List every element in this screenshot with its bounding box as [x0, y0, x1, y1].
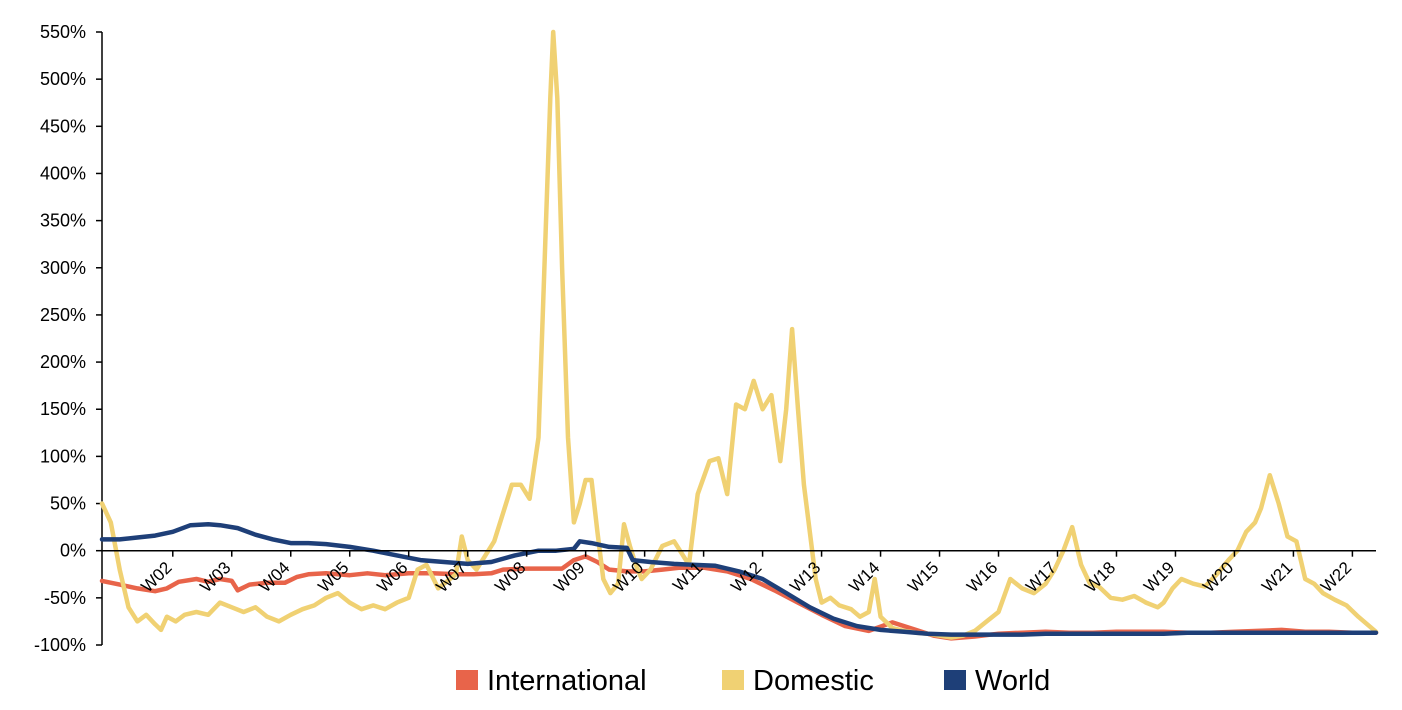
x-tick-label: W04	[255, 558, 293, 596]
y-tick-label: 50%	[50, 494, 86, 514]
y-tick-label: -100%	[34, 635, 86, 655]
legend-swatch-international	[456, 670, 478, 690]
x-axis: W02 W03 W04 W05 W06 W07 W08 W09 W10 W11 W12 W13 W14 W…	[102, 549, 1376, 596]
x-tick-label: W12	[727, 558, 765, 596]
y-tick-label: 550%	[40, 22, 86, 42]
y-axis: -100% -50% 0% 50% 100% 150% 200% 250% 300% 350% 40…	[34, 22, 103, 655]
y-tick-label: 150%	[40, 399, 86, 419]
x-tick-label: W18	[1081, 558, 1119, 596]
y-tick-label: 350%	[40, 211, 86, 231]
legend-swatch-world	[944, 670, 966, 690]
y-tick-label: -50%	[44, 588, 86, 608]
plot-area	[99, 29, 1379, 641]
series-line-domestic	[99, 29, 1379, 640]
y-tick-label: 0%	[60, 541, 86, 561]
legend-label-international: International	[487, 665, 647, 697]
y-tick-label: 100%	[40, 446, 86, 466]
y-tick-label: 300%	[40, 258, 86, 278]
x-tick-label: W15	[904, 558, 942, 596]
y-tick-label: 450%	[40, 116, 86, 136]
legend: International Domestic World	[456, 665, 1050, 697]
x-tick-label: W05	[314, 558, 352, 596]
y-tick-label: 400%	[40, 163, 86, 183]
legend-label-world: World	[975, 665, 1050, 697]
x-tick-label: W03	[196, 558, 234, 596]
x-tick-label: W21	[1258, 558, 1296, 596]
y-tick-label: 500%	[40, 69, 86, 89]
series-line-world	[99, 522, 1379, 637]
x-tick-label: W09	[550, 558, 588, 596]
x-tick-label: W08	[491, 558, 529, 596]
x-tick-label: W20	[1199, 558, 1237, 596]
legend-swatch-domestic	[722, 670, 744, 690]
x-tick-label: W16	[963, 558, 1001, 596]
y-tick-label: 200%	[40, 352, 86, 372]
series-line-international	[99, 554, 1379, 641]
y-tick-label: 250%	[40, 305, 86, 325]
x-tick-label: W06	[373, 558, 411, 596]
legend-label-domestic: Domestic	[753, 665, 874, 697]
